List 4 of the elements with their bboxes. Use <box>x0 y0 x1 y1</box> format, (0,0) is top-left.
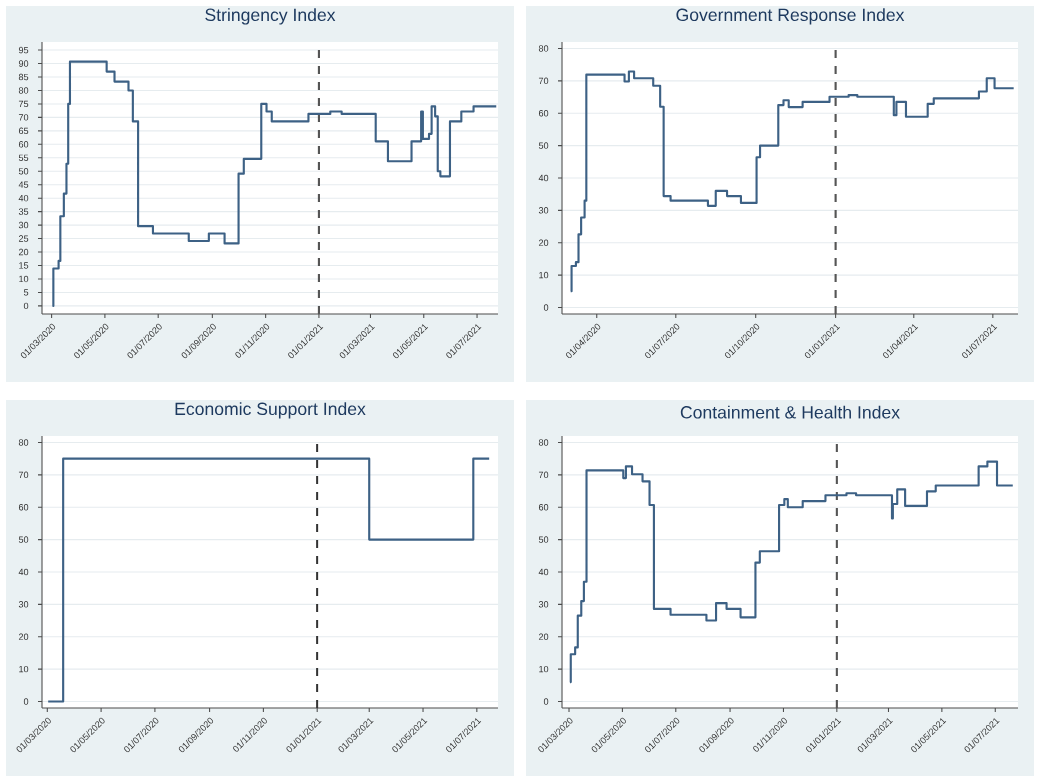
chart-title: Government Response Index <box>676 8 905 25</box>
chart-title: Economic Support Index <box>175 402 366 419</box>
chart-title: Containment & Health Index <box>680 405 900 419</box>
chart-title: Stringency Index <box>205 8 336 25</box>
